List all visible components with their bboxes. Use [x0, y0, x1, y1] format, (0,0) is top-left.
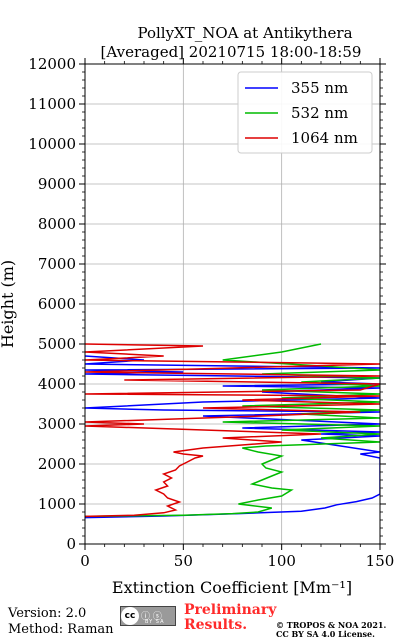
y-tick-label: 4000 [38, 375, 76, 393]
y-tick-label: 5000 [38, 335, 76, 353]
y-axis-label: Height (m) [0, 260, 17, 348]
method-text: Method: Raman [8, 622, 114, 637]
y-tick-label: 9000 [38, 175, 76, 193]
x-tick-label: 150 [366, 552, 395, 570]
chart-title-line1: PollyXT_NOA at Antikythera [137, 24, 352, 42]
series-line-3 [85, 343, 380, 518]
results-label: Results. [184, 617, 248, 633]
y-tick-label: 1000 [38, 495, 76, 513]
y-tick-label: 6000 [38, 295, 76, 313]
x-tick-label: 50 [174, 552, 193, 570]
legend: 355 nm 532 nm 1064 nm [237, 71, 373, 154]
y-tick-label: 2000 [38, 455, 76, 473]
series-line-1 [85, 355, 380, 519]
x-tick-label: 0 [80, 552, 90, 570]
cc-icon: cc [121, 607, 139, 625]
y-tick-label: 12000 [28, 55, 76, 73]
preliminary-label: Preliminary [184, 602, 277, 618]
legend-label: 1064 nm [291, 129, 358, 147]
legend-box [237, 71, 373, 154]
series-lines [85, 343, 380, 519]
x-tick-label: 100 [267, 552, 296, 570]
axis-ticks: 0100020003000400050006000700080009000100… [28, 55, 394, 570]
cc-license-icon: cc ⓘ ⓢ BY SA [120, 606, 176, 626]
y-tick-label: 10000 [28, 135, 76, 153]
copyright-text: © TROPOS & NOA 2021. [276, 620, 387, 630]
license-text: CC BY SA 4.0 License. [276, 629, 375, 639]
legend-label: 355 nm [291, 79, 348, 97]
y-tick-label: 8000 [38, 215, 76, 233]
x-axis-label: Extinction Coefficient [Mm⁻¹] [112, 578, 352, 597]
version-text: Version: 2.0 [8, 606, 87, 621]
y-tick-label: 0 [66, 535, 76, 553]
y-tick-label: 11000 [28, 95, 76, 113]
cc-badge-text: BY SA [145, 619, 165, 625]
legend-label: 532 nm [291, 104, 348, 122]
y-tick-label: 3000 [38, 415, 76, 433]
by-sa-icon: ⓘ ⓢ [141, 612, 162, 622]
chart-title-line2: [Averaged] 20210715 18:00-18:59 [101, 43, 362, 61]
y-tick-label: 7000 [38, 255, 76, 273]
extinction-profile-chart: PollyXT_NOA at Antikythera [Averaged] 20… [0, 24, 394, 597]
